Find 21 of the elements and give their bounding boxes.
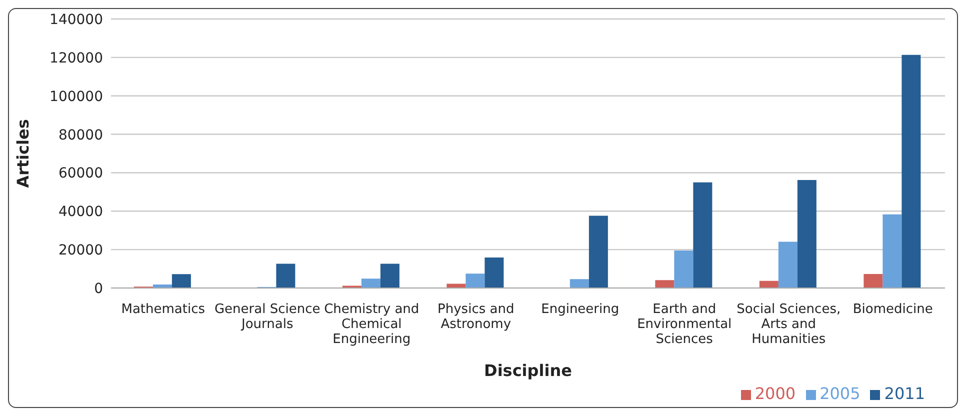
y-tick-label: 80000 bbox=[58, 127, 103, 144]
x-tick-label: Chemistry and Chemical Engineering bbox=[324, 302, 420, 348]
x-axis-title: Discipline bbox=[484, 361, 572, 380]
x-tick-label: Engineering bbox=[541, 302, 620, 318]
y-tick-label: 20000 bbox=[58, 242, 103, 259]
y-tick-label: 0 bbox=[94, 280, 103, 297]
x-tick-label: General Science Journals bbox=[214, 302, 320, 332]
x-tick-label: Physics and Astronomy bbox=[438, 302, 514, 332]
x-tick-label: Mathematics bbox=[121, 302, 206, 318]
legend-label: 2011 bbox=[884, 384, 925, 403]
x-tick-label: Earth and Environmental Sciences bbox=[637, 302, 732, 348]
legend-label: 2000 bbox=[754, 384, 796, 403]
x-tick-label: Social Sciences, Arts and Humanities bbox=[736, 302, 841, 348]
y-tick-label: 60000 bbox=[58, 166, 103, 182]
y-tick-label: 140000 bbox=[50, 12, 103, 28]
legend-label: 2005 bbox=[820, 384, 860, 403]
y-axis-title: Articles bbox=[14, 119, 33, 188]
y-tick-label: 40000 bbox=[58, 204, 103, 220]
y-tick-label: 100000 bbox=[50, 88, 103, 105]
y-tick-label: 120000 bbox=[50, 50, 103, 66]
x-tick-label: Biomedicine bbox=[852, 302, 933, 318]
